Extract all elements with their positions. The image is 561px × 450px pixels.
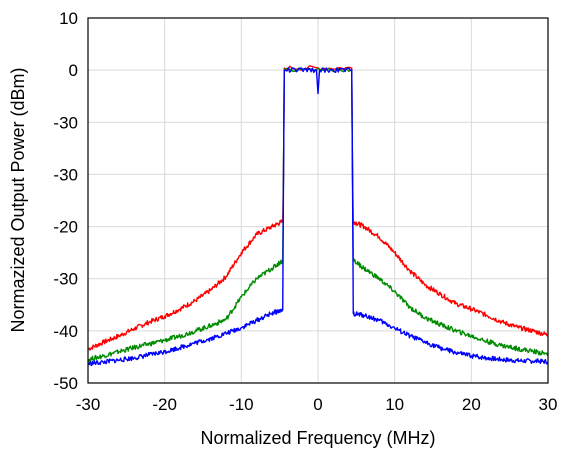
y-tick-label: -30 bbox=[53, 270, 78, 289]
series-line-3 bbox=[87, 67, 549, 367]
y-tick-label: -30 bbox=[53, 113, 78, 132]
y-tick-labels: 10 0 -30 -30 -20 -30 -40 -50 bbox=[53, 9, 78, 393]
plot-frame bbox=[87, 17, 549, 384]
x-tick-label: -30 bbox=[76, 395, 101, 414]
y-axis-label: Normazized Output Power (dBm) bbox=[8, 67, 28, 332]
series-group bbox=[87, 65, 549, 367]
y-tick-label: 0 bbox=[69, 61, 78, 80]
x-tick-label: -10 bbox=[229, 395, 254, 414]
x-axis-label: Normalized Frequency (MHz) bbox=[200, 428, 435, 448]
x-tick-label: 0 bbox=[313, 395, 322, 414]
y-tick-label: 10 bbox=[59, 9, 78, 28]
x-tick-labels: -30 -20 -10 0 10 20 30 bbox=[76, 395, 558, 414]
y-tick-label: -30 bbox=[53, 165, 78, 184]
x-tick-label: 10 bbox=[385, 395, 404, 414]
y-tick-label: -20 bbox=[53, 218, 78, 237]
grid-lines bbox=[87, 17, 549, 384]
y-tick-label: -40 bbox=[53, 322, 78, 341]
x-tick-label: 20 bbox=[462, 395, 481, 414]
series-line-2 bbox=[87, 67, 549, 363]
y-tick-label: -50 bbox=[53, 374, 78, 393]
x-tick-label: 30 bbox=[539, 395, 558, 414]
x-tick-label: -20 bbox=[152, 395, 177, 414]
